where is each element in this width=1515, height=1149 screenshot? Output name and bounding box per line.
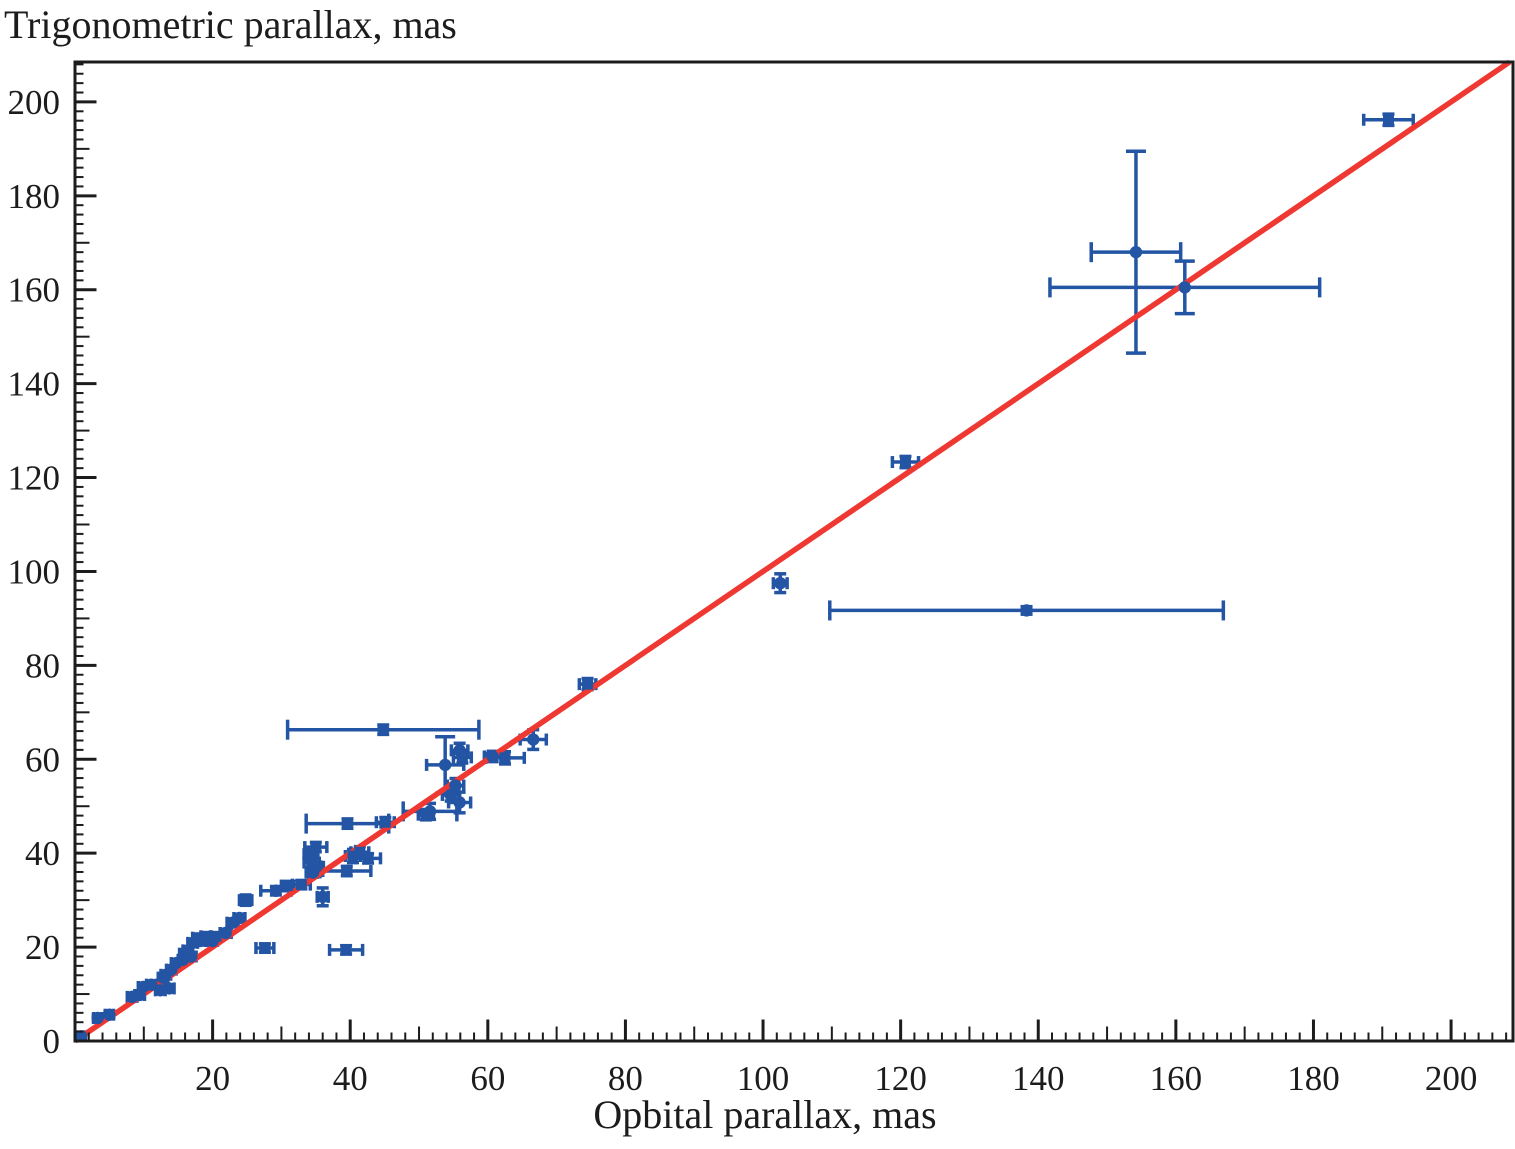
x-tick-label: 60 <box>470 1059 505 1098</box>
x-axis-tick-labels: 20 40 60 80 100 120 140 160 180 200 <box>195 1059 1477 1098</box>
y-tick-label: 40 <box>25 834 60 873</box>
data-point <box>316 890 329 904</box>
data-point <box>219 926 232 940</box>
plot-border <box>73 60 1515 1043</box>
data-point <box>899 456 911 468</box>
x-tick-label: 20 <box>195 1059 230 1098</box>
data-point <box>74 1030 88 1043</box>
data-point <box>1178 281 1192 294</box>
data-point <box>377 723 390 736</box>
data-point <box>310 860 323 873</box>
x-axis-label: Opbital parallax, mas <box>593 1092 936 1137</box>
x-tick-label: 40 <box>333 1059 368 1098</box>
data-point <box>444 788 457 802</box>
data-point <box>379 816 391 828</box>
y-tick-label: 120 <box>8 459 61 498</box>
identity-line <box>73 59 1512 1044</box>
data-point <box>347 850 359 862</box>
x-tick-label: 200 <box>1425 1059 1478 1098</box>
data-point <box>453 796 466 809</box>
y-tick-label: 180 <box>8 177 61 216</box>
data-point <box>1382 114 1394 126</box>
data-point <box>456 751 468 763</box>
data-point <box>1020 604 1033 617</box>
data-point <box>340 944 352 956</box>
data-point <box>582 678 594 690</box>
identity-line-layer <box>73 59 1512 1044</box>
data-point <box>200 930 212 942</box>
x-tick-label: 80 <box>608 1059 643 1098</box>
data-point <box>259 942 271 954</box>
y-tick-label: 200 <box>8 83 61 122</box>
data-point <box>1129 245 1143 259</box>
data-point <box>145 978 158 991</box>
data-point <box>449 779 462 792</box>
data-point <box>269 884 283 897</box>
y-tick-label: 160 <box>8 271 61 310</box>
data-point <box>305 848 317 860</box>
data-point <box>423 805 437 818</box>
data-point <box>310 841 322 853</box>
axis-ticks <box>76 63 1508 1040</box>
x-tick-label: 180 <box>1287 1059 1340 1098</box>
y-axis-tick-labels: 0 20 40 60 80 100 120 140 160 180 200 <box>8 83 61 1061</box>
data-point <box>774 576 787 590</box>
y-tick-label: 80 <box>25 646 60 685</box>
y-tick-label: 60 <box>25 740 60 779</box>
y-tick-label: 100 <box>8 552 61 591</box>
data-point <box>233 911 246 925</box>
data-point <box>362 852 374 864</box>
data-point <box>282 880 294 892</box>
data-point <box>210 930 222 942</box>
y-tick-label: 20 <box>25 928 60 967</box>
x-tick-label: 120 <box>874 1059 927 1098</box>
data-point <box>295 879 307 891</box>
data-point <box>354 846 366 858</box>
data-point <box>239 893 252 907</box>
data-point <box>341 817 354 830</box>
y-tick-label: 140 <box>8 365 61 404</box>
data-point <box>103 1008 116 1021</box>
data-point <box>340 864 353 878</box>
data-point <box>486 750 499 763</box>
x-tick-label: 160 <box>1150 1059 1203 1098</box>
data-point <box>91 1011 104 1025</box>
data-point <box>163 982 176 995</box>
x-tick-label: 100 <box>737 1059 790 1098</box>
data-point <box>527 733 540 746</box>
data-point <box>438 758 452 772</box>
x-tick-label: 140 <box>1012 1059 1065 1098</box>
chart-title: Trigonometric parallax, mas <box>4 2 457 47</box>
data-point <box>499 752 511 764</box>
data-point <box>306 857 318 869</box>
data-point <box>185 950 198 963</box>
y-tick-label: 0 <box>43 1022 61 1061</box>
data-points-layer <box>74 114 1394 1043</box>
